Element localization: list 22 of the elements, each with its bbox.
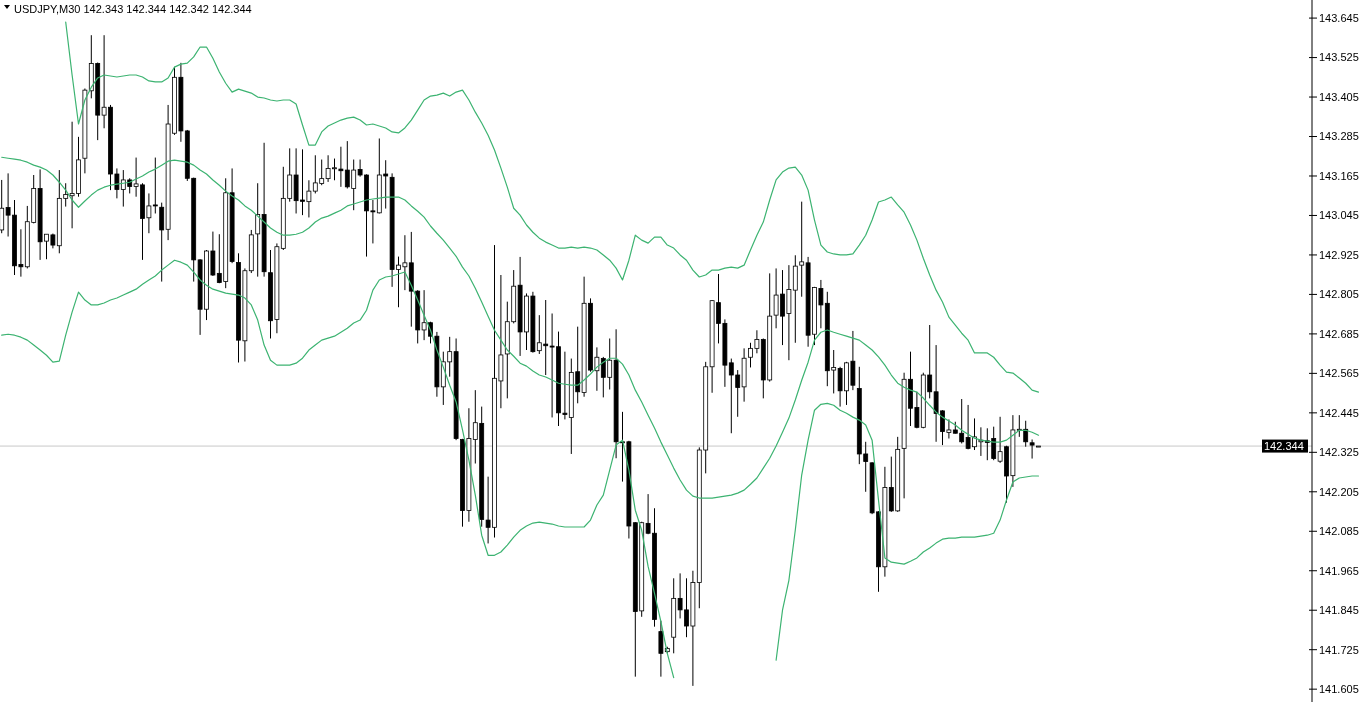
chart-title: USDJPY,M30 142.343 142.344 142.342 142.344 [14,2,252,15]
y-tick-label: 142.805 [1319,288,1359,301]
y-tick-label: 142.925 [1319,248,1359,261]
y-tick-label: 143.645 [1319,11,1359,24]
y-tick-label: 142.325 [1319,446,1359,459]
y-tick-label: 141.845 [1319,604,1359,617]
y-tick-label: 142.445 [1319,406,1359,419]
y-tick-label: 141.965 [1319,564,1359,577]
y-tick-label: 143.525 [1319,51,1359,64]
y-tick-label: 142.685 [1319,327,1359,340]
line-series [1,156,1040,499]
y-tick-label: 143.165 [1319,169,1359,182]
ref-line-label: 142.344 [1264,439,1304,452]
y-tick-label: 143.045 [1319,209,1359,222]
y-tick-label: 141.605 [1319,683,1359,696]
y-tick-label: 143.285 [1319,130,1359,143]
y-tick-label: 142.565 [1319,367,1359,380]
y-tick-label: 141.725 [1319,643,1359,656]
y-tick-label: 143.405 [1319,90,1359,103]
y-tick-label: 142.205 [1319,485,1359,498]
y-tick-label: 142.085 [1319,525,1359,538]
line-series [65,21,1040,393]
